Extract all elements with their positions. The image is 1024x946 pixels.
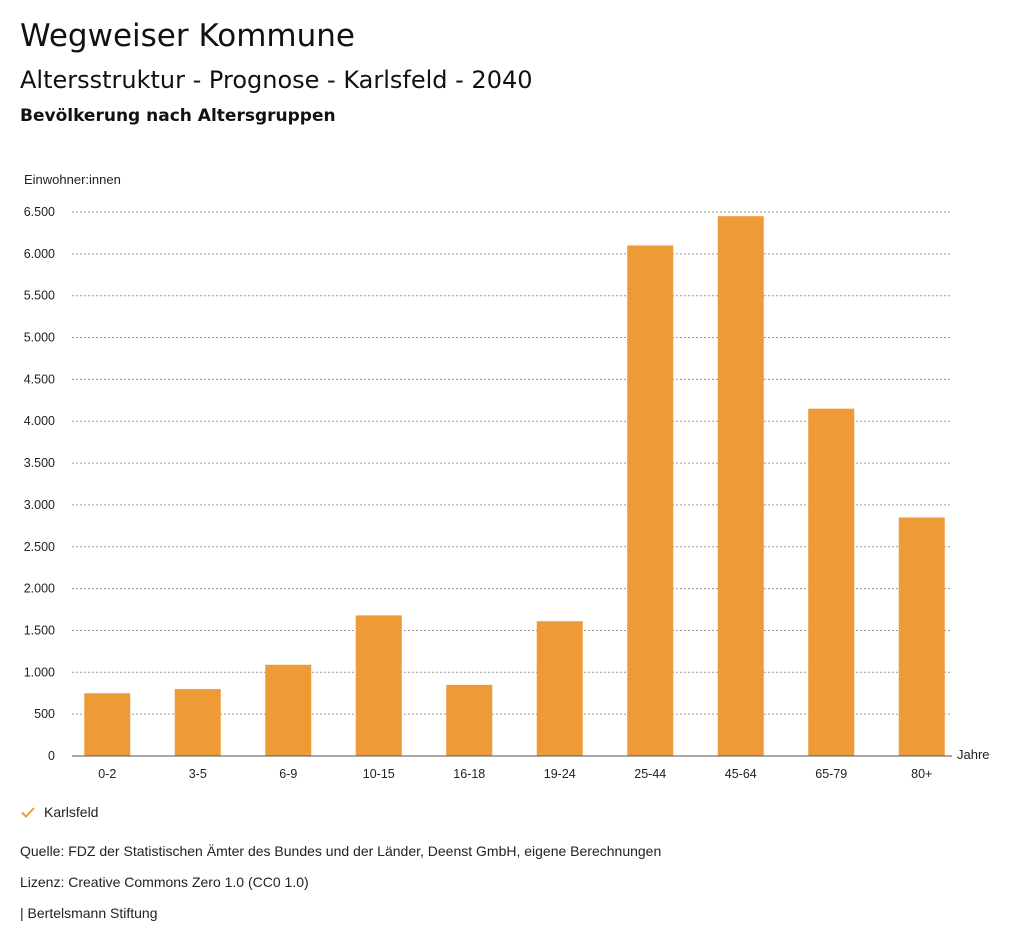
y-axis-ticks: 0 500 1.000 1.500 2.000 2.500 3.000 3.500 4.000 4… bbox=[24, 205, 55, 763]
y-tick-label: 4.000 bbox=[24, 414, 55, 428]
y-axis-label: Einwohner:innen bbox=[24, 172, 121, 187]
bar-19-24[interactable] bbox=[536, 621, 583, 756]
y-tick-label: 500 bbox=[34, 707, 55, 721]
y-tick-label: 2.000 bbox=[24, 582, 55, 596]
y-tick-label: 6.500 bbox=[24, 205, 55, 219]
publisher-note: | Bertelsmann Stiftung bbox=[20, 905, 158, 921]
y-tick-label: 3.500 bbox=[24, 456, 55, 470]
bar-0-2[interactable] bbox=[84, 693, 131, 756]
bar-25-44[interactable] bbox=[627, 245, 674, 756]
y-tick-label: 5.500 bbox=[24, 289, 55, 303]
y-tick-label: 0 bbox=[48, 749, 55, 763]
x-tick-label: 19-24 bbox=[544, 767, 576, 781]
x-tick-label: 65-79 bbox=[815, 767, 847, 781]
bar-16-18[interactable] bbox=[446, 684, 493, 756]
chart-caption: Bevölkerung nach Altersgruppen bbox=[20, 106, 336, 126]
y-tick-label: 3.000 bbox=[24, 498, 55, 512]
y-tick-label: 2.500 bbox=[24, 540, 55, 554]
x-tick-label: 10-15 bbox=[363, 767, 395, 781]
x-tick-label: 45-64 bbox=[725, 767, 757, 781]
x-tick-label: 3-5 bbox=[189, 767, 207, 781]
x-tick-label: 0-2 bbox=[98, 767, 116, 781]
x-axis-ticks: 0-2 3-5 6-9 10-15 16-18 19-24 25-44 45-64 65-79 8… bbox=[98, 767, 932, 781]
gridlines bbox=[72, 211, 952, 715]
y-tick-label: 1.500 bbox=[24, 623, 55, 637]
check-icon bbox=[21, 807, 35, 818]
bar-chart: Einwohner:innen 0 500 1.000 1.500 2.000 2.500… bbox=[24, 172, 990, 781]
y-tick-label: 1.000 bbox=[24, 665, 55, 679]
y-tick-label: 4.500 bbox=[24, 372, 55, 386]
bar-45-64[interactable] bbox=[717, 216, 764, 756]
source-note: Quelle: FDZ der Statistischen Ämter des … bbox=[20, 843, 662, 859]
bar-65-79[interactable] bbox=[808, 408, 855, 756]
page-title: Wegweiser Kommune bbox=[20, 18, 355, 54]
y-tick-label: 6.000 bbox=[24, 247, 55, 261]
bar-3-5[interactable] bbox=[174, 689, 221, 756]
x-tick-label: 16-18 bbox=[453, 767, 485, 781]
x-tick-label: 6-9 bbox=[279, 767, 297, 781]
legend-label: Karlsfeld bbox=[44, 804, 99, 820]
bar-80+[interactable] bbox=[898, 517, 945, 756]
license-note: Lizenz: Creative Commons Zero 1.0 (CC0 1… bbox=[20, 874, 309, 890]
bars bbox=[84, 216, 945, 756]
y-tick-label: 5.000 bbox=[24, 331, 55, 345]
x-tick-label: 25-44 bbox=[634, 767, 666, 781]
x-axis-label: Jahre bbox=[957, 747, 990, 762]
bar-10-15[interactable] bbox=[355, 615, 402, 756]
chart-subtitle: Altersstruktur - Prognose - Karlsfeld - … bbox=[20, 66, 533, 94]
bar-6-9[interactable] bbox=[265, 664, 312, 756]
legend-item-karlsfeld[interactable]: Karlsfeld bbox=[20, 802, 98, 822]
x-tick-label: 80+ bbox=[911, 767, 932, 781]
